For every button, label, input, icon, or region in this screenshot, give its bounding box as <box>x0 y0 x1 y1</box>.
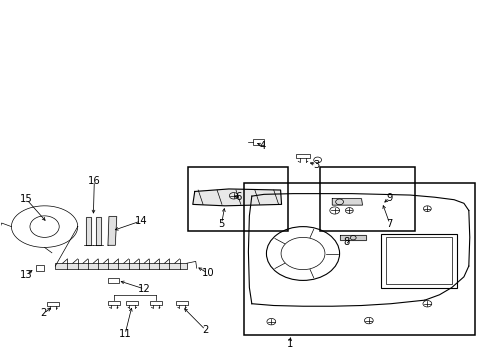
Text: 8: 8 <box>343 237 349 247</box>
Text: 14: 14 <box>135 216 147 226</box>
Bar <box>108 278 119 283</box>
Polygon shape <box>192 189 281 206</box>
Text: 9: 9 <box>386 193 392 203</box>
Text: 15: 15 <box>20 194 33 204</box>
Bar <box>55 263 186 269</box>
Text: 7: 7 <box>386 219 392 229</box>
Text: 11: 11 <box>119 329 131 339</box>
Bar <box>47 302 60 306</box>
Bar <box>243 183 474 335</box>
Bar <box>176 301 188 305</box>
Text: 1: 1 <box>286 338 292 348</box>
Polygon shape <box>339 235 366 240</box>
Bar <box>36 265 43 271</box>
Text: 3: 3 <box>313 159 319 170</box>
Text: 13: 13 <box>20 270 33 280</box>
Bar <box>107 301 120 305</box>
Text: 16: 16 <box>88 176 101 186</box>
Bar <box>126 301 138 305</box>
Polygon shape <box>96 217 101 245</box>
Text: 12: 12 <box>138 284 151 294</box>
Text: 2: 2 <box>202 325 208 335</box>
Bar <box>380 234 456 288</box>
Bar <box>320 167 414 231</box>
Polygon shape <box>108 217 117 245</box>
Bar <box>385 237 451 284</box>
Text: 2: 2 <box>41 309 47 318</box>
Bar <box>149 301 162 305</box>
Polygon shape <box>86 217 91 245</box>
Bar <box>188 167 288 231</box>
Text: 10: 10 <box>201 268 214 278</box>
Bar <box>296 154 309 158</box>
Polygon shape <box>331 199 362 205</box>
Bar <box>253 139 264 145</box>
Text: 5: 5 <box>218 219 224 229</box>
Text: 6: 6 <box>235 192 242 202</box>
Text: 4: 4 <box>259 140 265 150</box>
